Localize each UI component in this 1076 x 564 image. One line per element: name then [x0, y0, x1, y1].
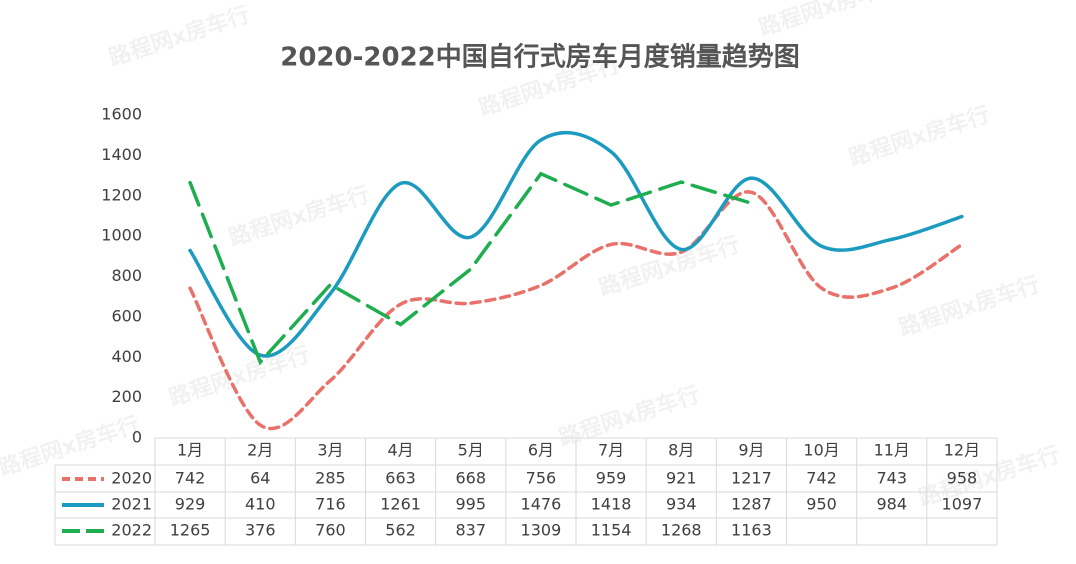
x-tick-label: 6月 [528, 441, 554, 460]
table-value: 1418 [591, 495, 632, 514]
x-tick-label: 5月 [458, 441, 484, 460]
x-tick-label: 3月 [317, 441, 343, 460]
table-value: 742 [175, 469, 206, 488]
table-value: 934 [666, 495, 697, 514]
table-value: 995 [455, 495, 486, 514]
x-tick-label: 8月 [668, 441, 694, 460]
watermark: 路程网x房车行 [166, 342, 313, 412]
table-value: 410 [245, 495, 276, 514]
watermark: 路程网x房车行 [756, 0, 903, 41]
x-tick-label: 12月 [944, 441, 980, 460]
x-tick-label: 4月 [387, 441, 413, 460]
line-series [188, 131, 964, 358]
table-value: 837 [455, 521, 486, 540]
table-value: 742 [806, 469, 837, 488]
table-value: 1309 [521, 521, 562, 540]
table-value: 921 [666, 469, 697, 488]
table-value: 950 [806, 495, 837, 514]
x-tick-label: 9月 [738, 441, 764, 460]
table-value: 1261 [380, 495, 421, 514]
x-tick-label: 2月 [247, 441, 273, 460]
x-tick-label: 1月 [177, 441, 203, 460]
table-value: 959 [596, 469, 627, 488]
table-value: 1287 [731, 495, 772, 514]
watermark: 路程网x房车行 [846, 102, 993, 172]
table-value: 1268 [661, 521, 702, 540]
watermark: 路程网x房车行 [106, 2, 253, 72]
table-value: 958 [947, 469, 978, 488]
table-value: 760 [315, 521, 346, 540]
table-value: 756 [526, 469, 557, 488]
legend-label: 2020 [111, 469, 152, 488]
table-value: 743 [876, 469, 907, 488]
table-value: 663 [385, 469, 416, 488]
x-tick-label: 10月 [803, 441, 839, 460]
y-tick-label: 1200 [101, 185, 142, 204]
table-value: 562 [385, 521, 416, 540]
table-value: 1217 [731, 469, 772, 488]
y-tick-label: 1000 [101, 226, 142, 245]
table-value: 1097 [942, 495, 983, 514]
table-value: 64 [250, 469, 270, 488]
legend-label: 2021 [111, 495, 152, 514]
chart-title: 2020-2022中国自行式房车月度销量趋势图 [280, 42, 800, 73]
line-series [188, 190, 964, 431]
y-tick-label: 1400 [101, 145, 142, 164]
y-tick-label: 0 [132, 428, 142, 447]
watermark: 路程网x房车行 [226, 182, 373, 252]
table-value: 1163 [731, 521, 772, 540]
table-value: 716 [315, 495, 346, 514]
y-tick-label: 800 [111, 266, 142, 285]
watermark: 路程网x房车行 [896, 272, 1043, 342]
table-value: 1265 [170, 521, 211, 540]
line-series [188, 171, 754, 366]
x-tick-label: 11月 [874, 441, 910, 460]
table-value: 1476 [521, 495, 562, 514]
legend-label: 2022 [111, 521, 152, 540]
table-value: 376 [245, 521, 276, 540]
table-value: 929 [175, 495, 206, 514]
y-tick-label: 200 [111, 387, 142, 406]
table-value: 1154 [591, 521, 632, 540]
y-tick-label: 400 [111, 347, 142, 366]
watermark: 路程网x房车行 [916, 442, 1063, 512]
y-tick-label: 600 [111, 306, 142, 325]
table-value: 984 [876, 495, 907, 514]
x-tick-label: 7月 [598, 441, 624, 460]
table-value: 668 [455, 469, 486, 488]
y-tick-label: 1600 [101, 105, 142, 124]
table-value: 285 [315, 469, 346, 488]
